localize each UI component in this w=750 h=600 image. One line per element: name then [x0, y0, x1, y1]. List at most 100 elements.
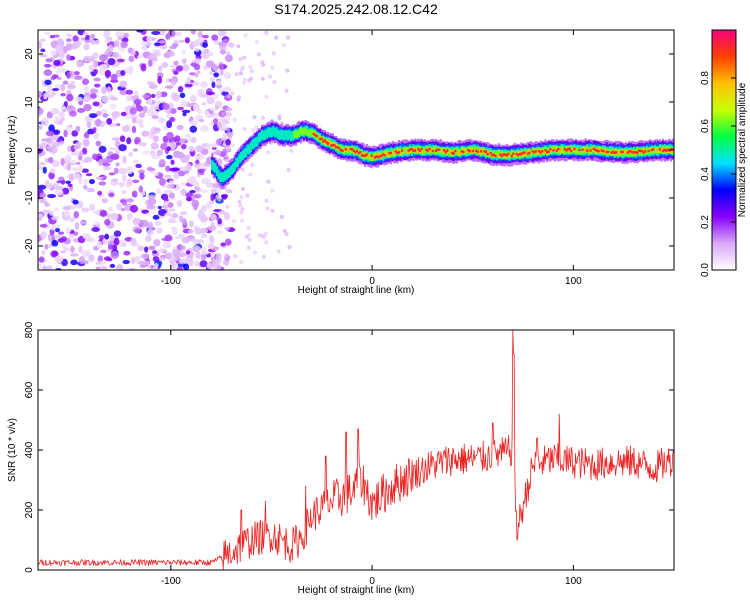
noise-blob — [126, 198, 134, 203]
ridge-cell — [602, 150, 605, 153]
ridge-cell — [626, 151, 629, 155]
noise-blob — [83, 156, 93, 163]
noise-blob — [117, 35, 123, 41]
noise-blob — [83, 85, 90, 94]
noise-blob — [66, 71, 71, 80]
ridge-cell — [566, 148, 570, 151]
ridge-cell — [386, 152, 389, 157]
noise-blob — [172, 93, 180, 102]
ridge-cell — [597, 150, 600, 153]
ridge-cell — [557, 147, 560, 151]
noise-blob — [118, 167, 128, 175]
noise-blob — [115, 140, 121, 148]
noise-blob — [243, 33, 248, 38]
noise-blob — [209, 76, 216, 83]
noise-blob — [171, 226, 177, 231]
ridge-cell — [558, 147, 562, 152]
noise-blob — [99, 64, 108, 70]
noise-blob — [247, 237, 252, 242]
noise-blob — [221, 143, 226, 148]
noise-blob — [78, 150, 84, 157]
noise-blob — [152, 50, 160, 58]
noise-blob — [40, 38, 46, 42]
noise-blob — [142, 105, 148, 114]
noise-blob — [73, 210, 80, 219]
noise-blob — [159, 257, 166, 261]
noise-blob — [230, 91, 235, 96]
ridge-cell — [430, 148, 433, 154]
noise-blob — [252, 250, 257, 255]
ridge-cell — [462, 148, 465, 153]
noise-blob — [43, 92, 48, 100]
noise-blob — [180, 143, 187, 150]
noise-blob — [131, 117, 137, 124]
noise-blob — [209, 214, 217, 221]
ridge-cell — [632, 151, 636, 154]
noise-blob — [139, 123, 145, 128]
ridge-cell — [446, 149, 449, 152]
noise-blob — [206, 91, 216, 95]
noise-blob — [101, 198, 108, 204]
noise-blob — [242, 55, 247, 60]
noise-blob — [244, 234, 249, 239]
noise-blob — [38, 161, 42, 169]
ridge-cell — [356, 149, 359, 152]
noise-blob — [190, 94, 197, 103]
noise-blob — [151, 30, 161, 35]
ridge-cell — [500, 154, 504, 158]
noise-blob — [209, 251, 214, 256]
noise-blob — [67, 82, 74, 90]
ridge-cell — [310, 130, 314, 137]
ridge-cell — [615, 151, 618, 154]
noise-blob — [147, 198, 157, 205]
ridge-cell — [563, 147, 566, 155]
noise-blob — [39, 54, 48, 58]
noise-blob — [72, 203, 79, 209]
spectrogram-ytick-label: -10 — [24, 190, 35, 205]
ridge-cell — [645, 147, 649, 155]
ridge-cell — [413, 149, 417, 152]
noise-blob — [184, 83, 193, 87]
noise-blob — [101, 95, 110, 103]
noise-blob — [51, 74, 59, 79]
noise-blob — [129, 204, 139, 213]
noise-blob — [190, 79, 195, 84]
ridge-cell — [657, 148, 660, 153]
noise-blob — [159, 40, 167, 44]
noise-blob — [117, 58, 125, 63]
ridge-cell — [531, 150, 534, 153]
noise-blob — [179, 92, 186, 99]
noise-blob — [141, 40, 148, 46]
ridge-cell — [444, 148, 447, 153]
noise-blob — [53, 234, 62, 239]
noise-blob — [123, 32, 129, 38]
noise-blob — [39, 223, 48, 228]
noise-blob — [48, 147, 53, 152]
noise-blob — [45, 58, 54, 63]
noise-blob — [174, 135, 181, 143]
noise-blob — [139, 172, 145, 180]
noise-blob — [211, 81, 216, 89]
noise-blob — [78, 176, 83, 185]
noise-blob — [242, 126, 247, 131]
noise-blob — [246, 245, 251, 250]
noise-blob — [151, 115, 159, 120]
ridge-cell — [409, 148, 412, 151]
noise-blob — [173, 60, 179, 66]
ridge-cell — [518, 153, 521, 156]
ridge-cell — [275, 127, 278, 137]
noise-blob — [270, 65, 275, 70]
noise-blob — [43, 117, 51, 121]
figure-title: S174.2025.242.08.12.C42 — [274, 1, 438, 17]
ridge-cell — [636, 147, 639, 155]
ridge-cell — [383, 153, 386, 157]
noise-blob — [210, 193, 215, 202]
noise-blob — [54, 116, 59, 122]
ridge-cell — [642, 148, 645, 154]
noise-blob — [82, 31, 89, 36]
ridge-cell — [359, 151, 362, 154]
ridge-cell — [544, 149, 547, 155]
noise-blob — [110, 103, 117, 110]
noise-blob — [64, 154, 72, 162]
noise-blob — [248, 76, 253, 81]
